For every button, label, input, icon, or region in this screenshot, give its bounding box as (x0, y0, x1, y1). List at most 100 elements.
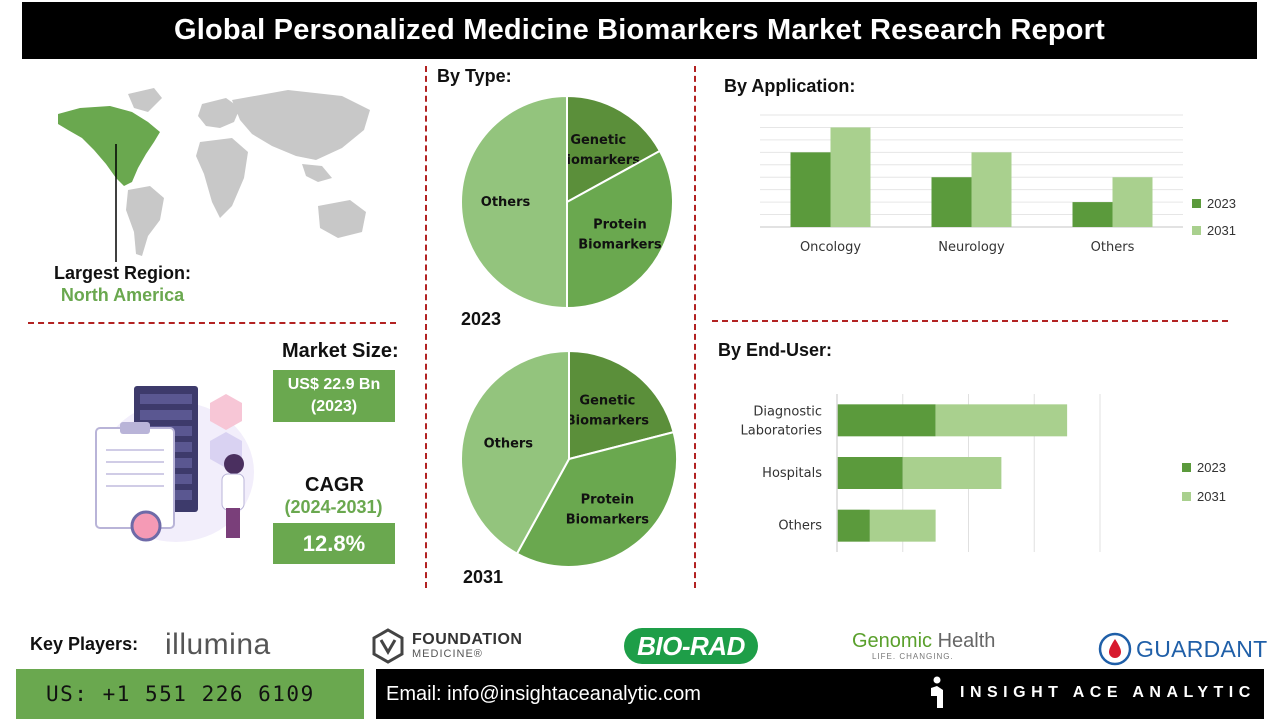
pie-label: Protein Biomarkers (578, 217, 662, 252)
legend-swatch (1192, 199, 1201, 208)
genomic-health-tagline: LIFE. CHANGING. (872, 652, 954, 661)
cagr-box: 12.8% (273, 523, 395, 564)
legend-item: 2031 (1182, 489, 1226, 504)
magnifier-lens (130, 510, 162, 542)
bar-2031 (869, 509, 936, 542)
genomic-health-name-a: Genomic (852, 630, 933, 652)
by-type-label: By Type: (437, 66, 512, 86)
pie-chart-2031: Genetic Biomarkers Protein Biomarkers Others (460, 349, 678, 568)
region-value: North America (60, 285, 185, 305)
legend-label: 2031 (1197, 489, 1226, 504)
x-tick-label: Neurology (938, 240, 1005, 255)
guardant-drop-icon (1098, 632, 1132, 666)
bar-2031 (1112, 177, 1153, 227)
pie-slice (460, 94, 568, 310)
bar-2023 (1072, 202, 1113, 227)
bar-2023 (790, 152, 831, 227)
guardant-logo: GUARDANT (1098, 632, 1267, 666)
divider-left-horizontal (28, 322, 396, 324)
region-label: Largest Region: (53, 263, 191, 283)
cagr-period: (2024-2031) (284, 497, 383, 517)
scientist-legs (226, 508, 240, 538)
legend-item: 2031 (1192, 223, 1236, 238)
market-size-label: Market Size: (282, 340, 399, 362)
clipboard (95, 427, 175, 529)
bio-rad-logo: BIO-RAD (624, 628, 758, 664)
end-user-legend: 2023 2031 (1182, 460, 1226, 516)
bar-2023 (931, 177, 972, 227)
brand-name: INSIGHT ACE ANALYTIC (960, 684, 1256, 701)
y-tick-label: Diagnostic Laboratories (740, 404, 822, 438)
market-size-box: US$ 22.9 Bn (2023) (273, 370, 395, 422)
pie-slice (460, 349, 570, 556)
pie-slice (515, 430, 678, 568)
pie-label: Others (484, 436, 534, 451)
market-size-year: (2023) (310, 398, 358, 415)
pie-chart-2023: Genetic Biomarkers Protein Biomarkers Others (460, 94, 674, 310)
pie-label: Genetic Biomarkers (557, 133, 641, 168)
legend-label: 2023 (1197, 460, 1226, 475)
cagr-label: CAGR (305, 474, 364, 496)
map-australia (318, 200, 366, 238)
y-tick-label: Others (778, 519, 822, 534)
map-south-america (126, 186, 164, 256)
foundation-medicine-name: FOUNDATION (412, 631, 523, 648)
guardant-name: GUARDANT (1136, 635, 1268, 662)
email-bar: Email: info@insightaceanalytic.com (376, 669, 1264, 719)
email-address[interactable]: Email: info@insightaceanalytic.com (386, 682, 701, 705)
by-end-user-label: By End-User: (718, 340, 833, 360)
legend-item: 2023 (1182, 460, 1226, 475)
cagr-value: 12.8% (302, 530, 366, 556)
phone-number[interactable]: US: +1 551 226 6109 (46, 682, 315, 706)
legend-swatch (1192, 226, 1201, 235)
application-legend: 2023 2031 (1192, 196, 1236, 250)
pie-slice (566, 94, 662, 204)
pie-label: Genetic Biomarkers (566, 394, 650, 429)
legend-swatch (1182, 463, 1191, 472)
bar-2023 (837, 457, 903, 489)
map-europe (198, 98, 240, 128)
phone-bar: US: +1 551 226 6109 (16, 669, 364, 719)
illumina-logo: illumina (165, 628, 271, 661)
world-map (58, 88, 370, 262)
application-bar-chart: Oncology Neurology Others (760, 114, 1183, 255)
pie-label: Protein Biomarkers (566, 492, 650, 527)
pie-year-2031: 2031 (463, 567, 504, 587)
x-tick-label: Oncology (800, 240, 861, 255)
bar-2023 (837, 404, 936, 437)
foundation-medicine-logo: FOUNDATION MEDICINE® (372, 628, 522, 664)
divider-right (694, 66, 696, 588)
hexagon-decoration (210, 394, 242, 430)
divider-left (425, 66, 427, 588)
bar-2031 (971, 152, 1012, 227)
genomic-health-logo: Genomic Health LIFE. CHANGING. (852, 630, 995, 661)
bar-2031 (830, 127, 871, 227)
bar-2031 (935, 404, 1068, 437)
divider-right-horizontal (712, 320, 1228, 322)
genomic-health-name-b: Health (937, 630, 996, 652)
bar-2031 (902, 457, 1002, 489)
map-north-america (58, 106, 160, 186)
scientist-head (224, 454, 244, 474)
bar-2023 (837, 509, 870, 542)
scientist-coat (221, 473, 245, 511)
legend-item: 2023 (1192, 196, 1236, 211)
key-players-label: Key Players: (30, 634, 139, 654)
foundation-medicine-icon (372, 628, 404, 664)
map-asia (232, 90, 370, 160)
by-application-label: By Application: (724, 76, 856, 96)
map-greenland (128, 88, 162, 112)
legend-label: 2023 (1207, 196, 1236, 211)
pie-slice (568, 349, 675, 461)
foundation-medicine-subname: MEDICINE® (412, 648, 483, 660)
map-africa (196, 138, 248, 218)
lab-illustration (95, 386, 254, 542)
brand-logo: INSIGHT ACE ANALYTIC (928, 676, 1256, 710)
map-southeast-asia (302, 164, 332, 182)
market-size-value: US$ 22.9 Bn (287, 376, 381, 393)
y-tick-label: Hospitals (762, 466, 822, 481)
legend-label: 2031 (1207, 223, 1236, 238)
pie-slice (566, 149, 674, 310)
legend-swatch (1182, 492, 1191, 501)
brand-icon (931, 676, 943, 708)
